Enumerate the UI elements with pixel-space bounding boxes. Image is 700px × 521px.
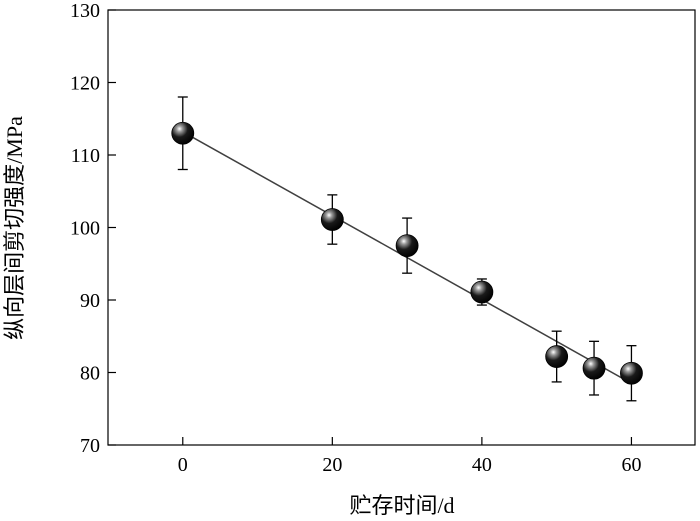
x-tick-label: 60 — [621, 454, 641, 476]
data-point — [582, 340, 606, 396]
point-marker — [395, 234, 419, 258]
data-point — [171, 96, 195, 171]
x-tick-label: 0 — [178, 454, 188, 476]
x-axis-title: 贮存时间/d — [349, 493, 454, 518]
point-marker — [620, 361, 643, 385]
plot-frame — [107, 9, 696, 446]
x-tick-label: 20 — [322, 454, 342, 476]
point-marker — [470, 280, 494, 304]
data-point — [545, 330, 569, 383]
point-marker — [582, 356, 606, 380]
point-marker — [320, 208, 344, 231]
data-point — [620, 345, 643, 402]
point-marker — [545, 345, 569, 368]
y-tick-label: 100 — [70, 218, 100, 240]
y-tick-label: 130 — [70, 0, 100, 22]
data-point — [395, 217, 419, 274]
data-point — [470, 278, 494, 306]
y-tick-label: 80 — [80, 363, 100, 385]
x-tick-label: 40 — [472, 454, 492, 476]
y-tick-label: 70 — [80, 435, 100, 457]
y-tick-label: 110 — [71, 145, 100, 167]
y-tick-label: 90 — [80, 290, 100, 312]
y-tick-label: 120 — [70, 73, 100, 95]
data-point — [320, 194, 344, 245]
point-marker — [171, 121, 195, 145]
y-axis-title: 纵向层间剪切强度/MPa — [2, 116, 27, 340]
